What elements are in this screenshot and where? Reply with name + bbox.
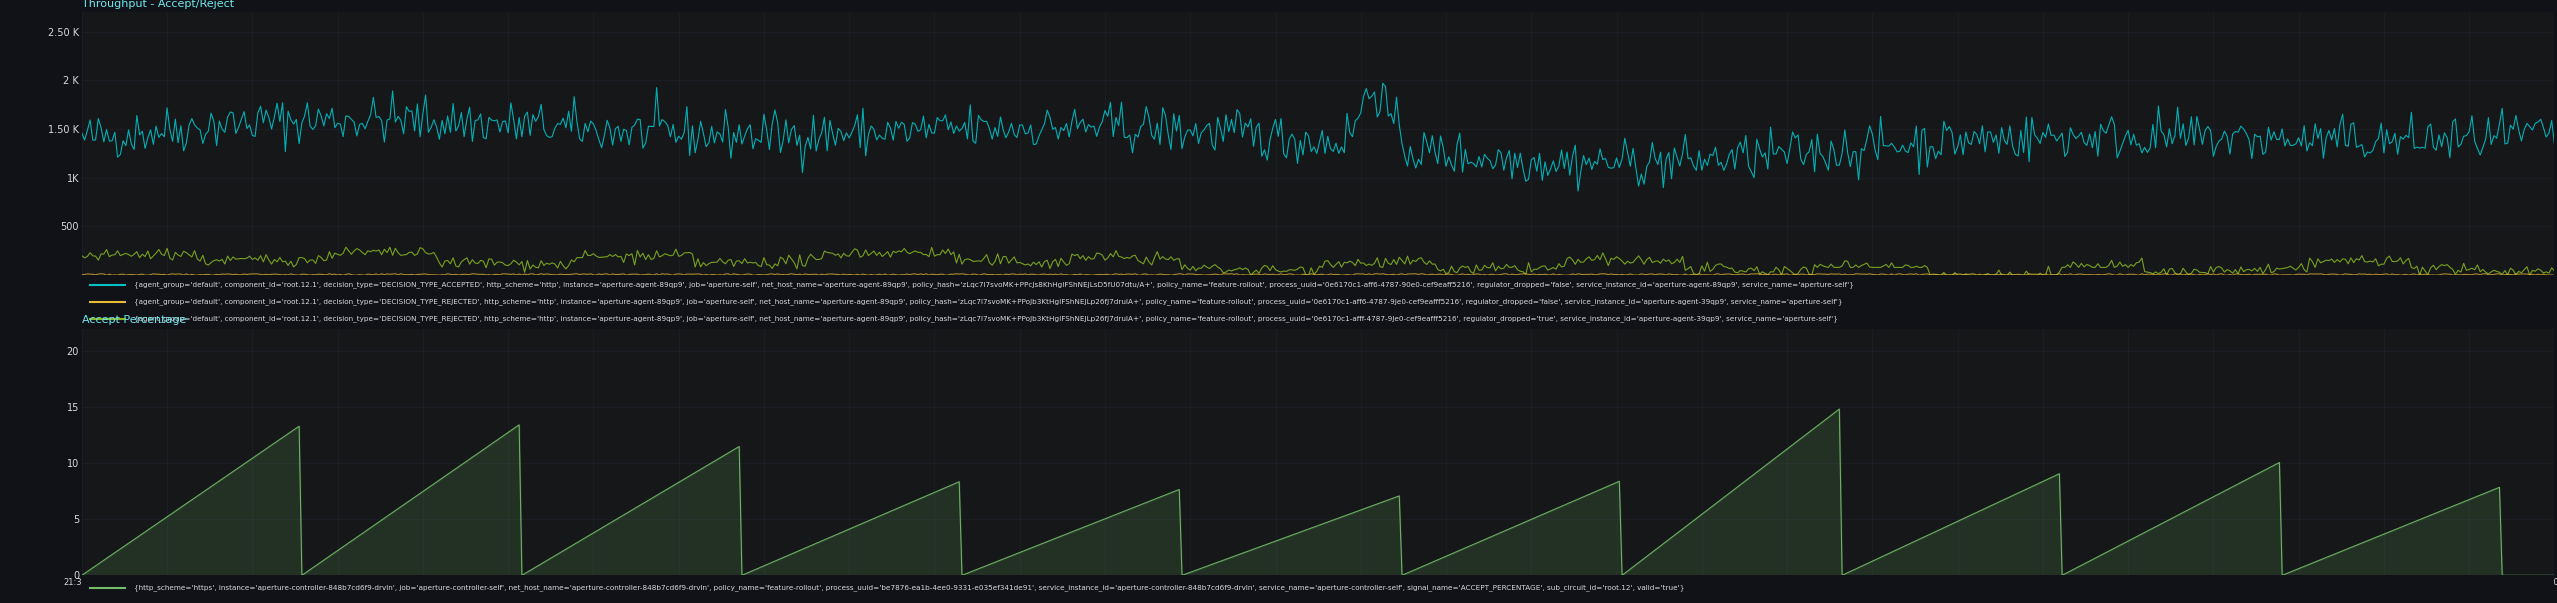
Text: {http_scheme='https', instance='aperture-controller-848b7cd6f9-drvln', job='aper: {http_scheme='https', instance='aperture… <box>133 584 1685 591</box>
Text: Throughput - Accept/Reject: Throughput - Accept/Reject <box>82 0 233 8</box>
Text: {agent_group='default', component_id='root.12.1', decision_type='DECISION_TYPE_R: {agent_group='default', component_id='ro… <box>133 298 1844 305</box>
Text: {agent_group='default', component_id='root.12.1', decision_type='DECISION_TYPE_A: {agent_group='default', component_id='ro… <box>133 282 1854 288</box>
Text: Accept Percentage: Accept Percentage <box>82 315 187 325</box>
Text: {agent_group='default', component_id='root.12.1', decision_type='DECISION_TYPE_R: {agent_group='default', component_id='ro… <box>133 315 1838 323</box>
